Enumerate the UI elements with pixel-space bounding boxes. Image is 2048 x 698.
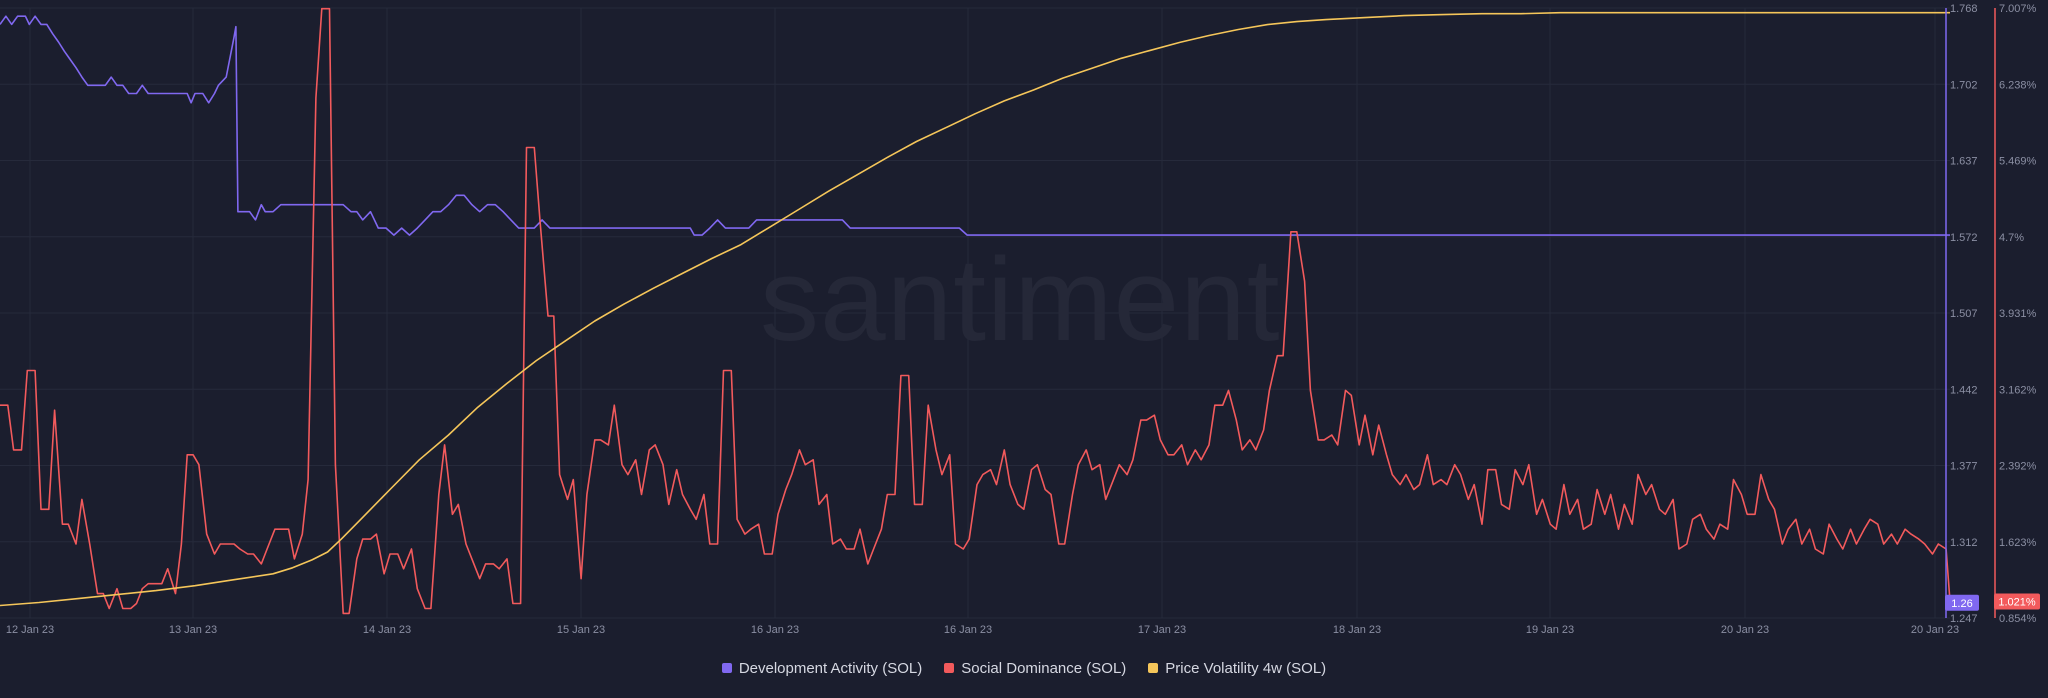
x-tick-label: 20 Jan 23 [1911, 624, 1959, 636]
series-layer [0, 7, 1951, 615]
legend-label-dev: Development Activity (SOL) [738, 659, 923, 677]
social-axis-tick: 3.931% [1999, 308, 2037, 320]
x-tick-label: 14 Jan 23 [363, 624, 411, 636]
dev-current-badge [1945, 594, 1979, 611]
dev-axis-tick: 1.442 [1950, 384, 1978, 396]
series-line-vol[interactable] [0, 11, 1950, 607]
series-line-dev[interactable] [0, 15, 1950, 236]
dev-axis-tick: 1.702 [1950, 79, 1978, 91]
grid-layer [0, 7, 1950, 619]
social-axis-tick: 5.469% [1999, 156, 2037, 168]
x-tick-label: 15 Jan 23 [557, 624, 605, 636]
legend-swatch-vol [1148, 663, 1159, 673]
legend-label-social: Social Dominance (SOL) [961, 659, 1127, 677]
legend-item-dev[interactable]: Development Activity (SOL) [721, 659, 923, 677]
social-axis-tick: 6.238% [1999, 79, 2037, 91]
social-axis-tick: 3.162% [1999, 384, 2037, 396]
social-current-value: 1.021% [1998, 596, 2036, 608]
legend-swatch-social [944, 663, 955, 673]
x-tick-label: 16 Jan 23 [751, 624, 799, 636]
social-axis-tick: 1.623% [1999, 537, 2037, 549]
legend-swatch-dev [721, 663, 732, 673]
legend-item-social[interactable]: Social Dominance (SOL) [944, 660, 1126, 677]
x-tick-label: 19 Jan 23 [1526, 624, 1574, 636]
dev-axis-tick: 1.377 [1950, 461, 1978, 473]
series-line-social[interactable] [0, 7, 1951, 615]
x-tick-label: 13 Jan 23 [169, 624, 217, 636]
dev-axis-tick: 1.572 [1950, 232, 1978, 244]
x-tick-label: 20 Jan 23 [1721, 624, 1769, 636]
social-current-badge [1994, 593, 2040, 610]
dev-axis-tick: 1.507 [1950, 308, 1978, 320]
dev-axis-tick: 1.247 [1950, 613, 1978, 625]
social-axis-tick: 0.854% [1999, 613, 2037, 625]
x-tick-label: 17 Jan 23 [1138, 624, 1186, 636]
dev-axis-tick: 1.637 [1950, 156, 1978, 168]
dev-axis-tick: 1.768 [1950, 3, 1978, 15]
legend-item-vol[interactable]: Price Volatility 4w (SOL) [1148, 660, 1326, 677]
watermark: santiment [760, 234, 1281, 366]
social-axis-tick: 2.392% [1999, 461, 2037, 473]
social-axis-tick: 7.007% [1999, 3, 2037, 15]
dev-current-value: 1.26 [1951, 598, 1972, 610]
x-tick-label: 18 Jan 23 [1333, 624, 1381, 636]
x-tick-label: 12 Jan 23 [6, 624, 54, 636]
legend-label-vol: Price Volatility 4w (SOL) [1165, 659, 1327, 677]
legend: Development Activity (SOL) Social Domina… [0, 656, 2048, 680]
social-axis-tick: 4.7% [1999, 232, 2024, 244]
axis-layer: 12 Jan 23 13 Jan 23 14 Jan 23 15 Jan 23 16 J… [6, 3, 2040, 636]
x-tick-label: 16 Jan 23 [944, 624, 992, 636]
dev-axis-tick: 1.312 [1950, 537, 1978, 549]
